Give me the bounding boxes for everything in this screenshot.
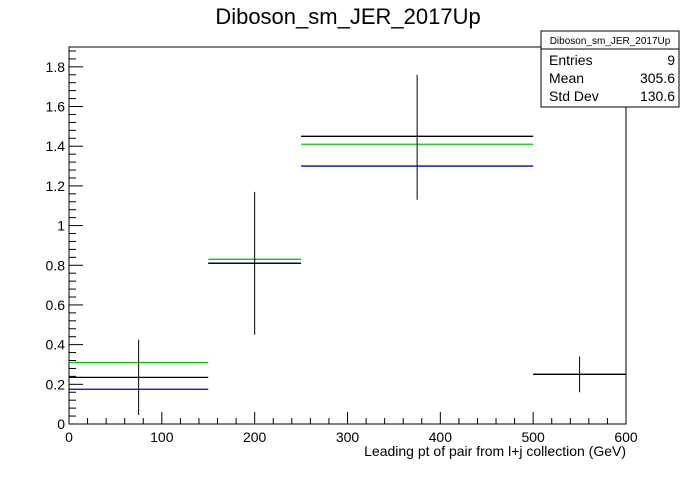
y-tick-label: 0.4 <box>46 337 66 353</box>
x-tick-label: 600 <box>614 429 638 445</box>
stats-entries-label: Entries <box>549 52 593 68</box>
stats-box-frame <box>540 30 680 108</box>
x-tick-label: 200 <box>243 429 267 445</box>
x-tick-label: 300 <box>336 429 360 445</box>
stats-mean-label: Mean <box>549 70 584 86</box>
stats-stddev-value: 130.6 <box>640 88 675 104</box>
y-tick-label: 0.8 <box>46 257 66 273</box>
y-tick-label: 1.6 <box>46 99 66 115</box>
y-tick-label: 1.4 <box>46 138 66 154</box>
stats-stddev-label: Std Dev <box>549 88 599 104</box>
x-tick-label: 100 <box>150 429 174 445</box>
chart-title: Diboson_sm_JER_2017Up <box>215 4 480 29</box>
y-tick-label: 1 <box>57 218 65 234</box>
y-tick-label: 1.8 <box>46 59 66 75</box>
x-axis-label: Leading pt of pair from l+j collection (… <box>364 443 626 459</box>
y-tick-label: 0 <box>57 416 65 432</box>
x-tick-label: 400 <box>429 429 453 445</box>
y-tick-label: 0.6 <box>46 297 66 313</box>
stats-box-title: Diboson_sm_JER_2017Up <box>550 36 671 47</box>
data-layer <box>69 74 626 416</box>
x-tick-label: 0 <box>65 429 73 445</box>
stats-mean-value: 305.6 <box>640 70 675 86</box>
y-tick-label: 0.2 <box>46 376 66 392</box>
stats-box: Diboson_sm_JER_2017Up Entries 9 Mean 305… <box>540 30 680 108</box>
stats-entries-value: 9 <box>667 52 675 68</box>
axis-layer: 0 100 200 300 400 500 600 0 0.2 0.4 0.6 0.8 1 1.2 1.4 1… <box>46 50 638 445</box>
x-tick-label: 500 <box>521 429 545 445</box>
y-tick-label: 1.2 <box>46 178 66 194</box>
